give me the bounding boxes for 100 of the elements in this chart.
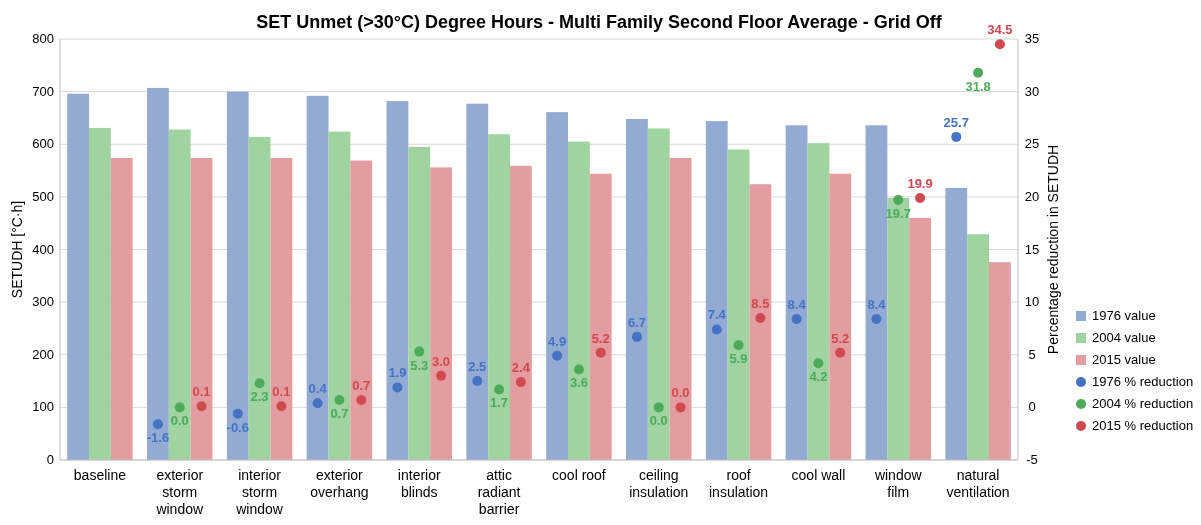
bar — [226, 91, 249, 460]
y-tick-label: 500 — [32, 188, 54, 204]
bar — [749, 184, 772, 460]
data-label: 0.0 — [170, 413, 189, 429]
legend-label: 2004 value — [1092, 330, 1156, 345]
bar — [647, 128, 670, 460]
y2-tick-label: 35 — [1024, 31, 1040, 46]
x-tick-label: exterior storm window — [155, 467, 204, 517]
bar — [669, 157, 692, 460]
legend-label: 2004 % reduction — [1092, 396, 1194, 411]
bar — [626, 118, 648, 460]
y2-tick-label: 15 — [1024, 241, 1040, 257]
y-tick-label: 100 — [32, 399, 54, 415]
y2-tick-label: 0 — [1028, 399, 1036, 415]
bar — [865, 125, 888, 460]
legend-label: 2015 % reduction — [1092, 418, 1194, 433]
bar — [248, 136, 271, 460]
data-label: 1.7 — [490, 395, 509, 411]
bar — [829, 173, 852, 460]
data-label: 2.3 — [250, 389, 269, 405]
y-tick-label: 700 — [32, 83, 54, 99]
data-label: 5.2 — [831, 330, 850, 346]
bar — [67, 93, 90, 460]
bar — [807, 143, 830, 460]
bar — [386, 101, 409, 460]
data-label: 6.7 — [627, 314, 646, 330]
x-tick-label: ceiling insulation — [629, 467, 689, 500]
bar — [306, 95, 329, 460]
x-tick-label: exterior overhang — [310, 467, 369, 500]
y2-tick-label: 10 — [1024, 294, 1040, 310]
data-label: 3.0 — [432, 353, 451, 369]
bar — [909, 217, 931, 460]
data-label: 0.1 — [272, 384, 291, 400]
y2-tick-label: 5 — [1028, 346, 1036, 362]
legend-label: 2015 value — [1092, 352, 1156, 367]
x-tick-label: cool roof — [552, 467, 606, 483]
data-label: 5.2 — [591, 330, 610, 346]
data-label: 5.9 — [729, 351, 748, 367]
bar — [350, 160, 373, 460]
bar — [727, 149, 750, 460]
bar — [705, 121, 728, 460]
data-label: 8.4 — [867, 296, 887, 312]
bar — [89, 127, 111, 460]
y-tick-label: 800 — [32, 31, 54, 46]
y-tick-label: 400 — [32, 241, 54, 257]
bar — [509, 165, 532, 460]
bar — [147, 87, 169, 460]
data-label: 1.9 — [388, 365, 407, 381]
bar — [488, 134, 510, 460]
data-label: 7.4 — [707, 307, 727, 323]
x-tick-label: baseline — [73, 467, 127, 483]
bar — [887, 197, 910, 460]
bar — [785, 125, 808, 460]
y-tick-label: 0 — [46, 452, 54, 467]
bar — [270, 157, 293, 460]
x-tick-label: window film — [873, 467, 923, 500]
legend-label: 1976 % reduction — [1092, 374, 1194, 389]
x-tick-label: interior storm window — [235, 467, 284, 517]
data-label: 5.3 — [410, 357, 429, 373]
y-axis-title: SETUDH [°C·h] — [9, 200, 25, 299]
x-tick-label: natural ventilation — [946, 467, 1010, 500]
bar — [546, 112, 569, 460]
data-label: 0.1 — [192, 384, 211, 400]
data-label: 19.9 — [907, 175, 933, 191]
bar — [408, 146, 431, 460]
bar — [190, 157, 213, 460]
y2-axis-title: Percentage reduction in SETUDH — [1045, 144, 1061, 355]
bar — [988, 262, 1011, 460]
bar — [110, 157, 133, 460]
bar — [168, 129, 191, 460]
data-label: 4.9 — [548, 333, 567, 349]
data-label: 2.5 — [468, 359, 487, 375]
data-label: 0.0 — [649, 413, 668, 429]
x-tick-label: interior blinds — [397, 467, 441, 500]
data-label: 0.0 — [671, 385, 690, 401]
y-tick-label: 600 — [32, 136, 54, 152]
data-label: 8.4 — [787, 296, 807, 312]
bar — [328, 131, 351, 460]
x-tick-label: cool wall — [791, 467, 846, 483]
data-label: 0.4 — [308, 381, 328, 397]
data-label: 2.4 — [511, 360, 531, 376]
data-label: 34.5 — [987, 22, 1013, 38]
bar — [967, 234, 989, 460]
bar — [568, 141, 590, 460]
bar — [945, 187, 968, 460]
data-label: 4.2 — [809, 369, 828, 385]
data-label: 0.7 — [352, 378, 371, 394]
bar — [589, 173, 612, 460]
x-tick-label: attic radiant barrier — [477, 467, 521, 517]
y-tick-label: 300 — [32, 294, 54, 310]
y2-tick-label: -5 — [1026, 452, 1038, 467]
y2-tick-label: 20 — [1024, 188, 1040, 204]
data-label: 31.8 — [965, 78, 991, 94]
y2-tick-label: 25 — [1024, 136, 1040, 152]
bar — [466, 103, 489, 460]
data-label: 3.6 — [569, 375, 588, 391]
legend-label: 1976 value — [1092, 308, 1156, 323]
data-label: 25.7 — [943, 114, 969, 130]
y-tick-label: 200 — [32, 346, 54, 362]
data-label: -0.6 — [226, 419, 249, 435]
